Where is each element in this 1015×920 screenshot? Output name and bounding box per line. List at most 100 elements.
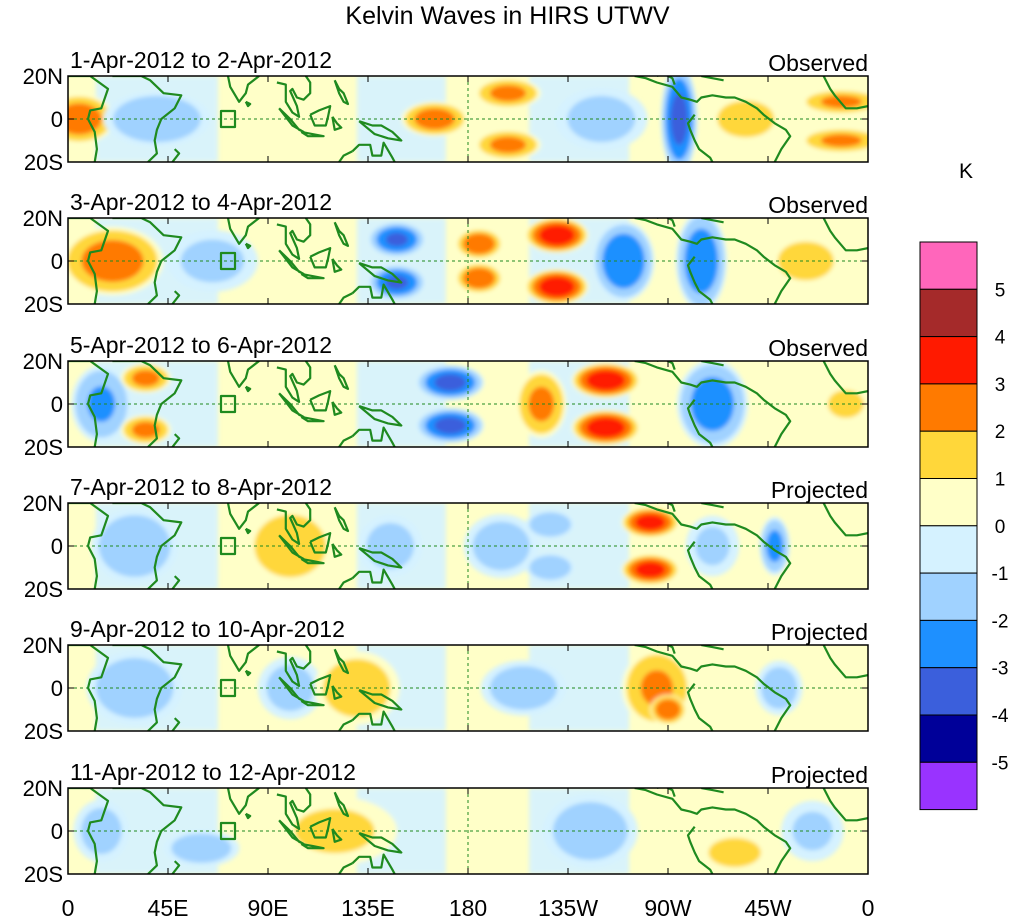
- coastline: [333, 648, 350, 675]
- contour-blob: [131, 370, 160, 387]
- coastline: [276, 645, 312, 687]
- coastline: [68, 76, 110, 162]
- x-tick-label: 45E: [148, 895, 189, 920]
- coastline: [656, 645, 676, 654]
- contour-blob: [655, 699, 681, 720]
- anomaly-field: [68, 218, 840, 304]
- coastline: [309, 390, 332, 412]
- coastline: [244, 385, 252, 393]
- coastline: [300, 130, 325, 138]
- panel-date-range: 3-Apr-2012 to 4-Apr-2012: [70, 189, 332, 215]
- coastline: [333, 79, 350, 106]
- contour-blob: [528, 386, 555, 422]
- coastline: [338, 719, 353, 731]
- x-tick-label: 0: [862, 895, 875, 920]
- colorbar: K 5 4 3 2 1 0 -1 -2 -3 -4 -5: [919, 160, 1009, 811]
- coastline: [309, 105, 332, 127]
- panel-status: Observed: [768, 50, 868, 76]
- panel-status: Projected: [771, 619, 868, 645]
- contour-blob: [567, 96, 636, 142]
- coastlines: [68, 361, 868, 447]
- panel-date-range: 11-Apr-2012 to 12-Apr-2012: [70, 759, 356, 785]
- coastline: [331, 116, 343, 131]
- coastline: [276, 503, 312, 545]
- contour-blob: [490, 85, 526, 102]
- colorbar-label: -3: [992, 659, 1009, 680]
- coastlines: [68, 76, 868, 162]
- coastline: [822, 218, 868, 252]
- coastline: [351, 426, 396, 447]
- coastline: [171, 290, 181, 304]
- coastline: [338, 577, 353, 589]
- anomaly-field: [73, 788, 844, 874]
- x-tick-label: 0: [62, 895, 75, 920]
- colorbar-swatch: [919, 383, 978, 432]
- panel-status: Projected: [771, 477, 868, 503]
- coastline: [686, 683, 714, 731]
- contour-blob: [131, 421, 160, 438]
- coastline: [358, 120, 403, 142]
- coastline: [226, 76, 260, 103]
- coastline: [226, 645, 260, 672]
- coastline: [226, 788, 260, 815]
- colorbar-label: -1: [992, 564, 1009, 585]
- coastline: [686, 399, 714, 447]
- coastline: [112, 218, 183, 304]
- chart-title: Kelvin Waves in HIRS UTWV: [345, 2, 670, 30]
- coastline: [276, 76, 312, 118]
- coastline: [278, 107, 305, 133]
- contour-blob: [539, 225, 575, 246]
- coastline: [634, 361, 792, 447]
- y-tick-label: 20S: [24, 862, 63, 887]
- contour-blob: [586, 370, 626, 391]
- contour-blob: [366, 523, 414, 569]
- coastline: [278, 392, 305, 418]
- colorbar-swatch: [919, 241, 978, 290]
- coastline: [112, 361, 183, 447]
- coastline: [331, 401, 343, 416]
- y-tick-label: 20N: [23, 349, 63, 374]
- panel-2: 20N 0 20S 3-Apr-2012 to 4-Apr-2012 Observed: [23, 189, 869, 317]
- colorbar-swatch: [919, 714, 978, 763]
- coastline: [244, 812, 252, 820]
- colorbar-swatch: [919, 572, 978, 621]
- colorbar-swatch: [919, 761, 978, 811]
- contour-blob: [113, 95, 201, 143]
- coastline: [331, 543, 343, 558]
- y-tick-label: 0: [51, 107, 63, 132]
- coastline: [351, 283, 396, 304]
- coastline: [276, 218, 312, 260]
- colorbar-swatch: [919, 478, 978, 527]
- anomaly-field: [71, 361, 868, 447]
- coastline: [276, 788, 312, 830]
- contour-blob: [635, 561, 666, 578]
- x-tick-label: 135E: [341, 895, 395, 920]
- panel-6: 20N 0 20S 11-Apr-2012 to 12-Apr-2012 Project…: [23, 759, 869, 887]
- coastline: [822, 645, 868, 679]
- x-tick-label: 135W: [538, 895, 598, 920]
- x-tick-label: 90E: [248, 895, 289, 920]
- y-tick-label: 20S: [24, 150, 63, 175]
- panel-date-range: 7-Apr-2012 to 8-Apr-2012: [70, 474, 332, 500]
- coastline: [68, 503, 110, 589]
- coastline: [300, 415, 325, 423]
- contour-blob: [463, 267, 496, 289]
- panel-date-range: 1-Apr-2012 to 2-Apr-2012: [70, 47, 332, 73]
- panel-5: 20N 0 20S 9-Apr-2012 to 10-Apr-2012 Projecte…: [23, 616, 869, 744]
- coastline: [300, 842, 325, 850]
- y-tick-label: 0: [51, 249, 63, 274]
- coastline: [226, 218, 260, 245]
- coastline: [244, 669, 252, 677]
- coastline: [358, 262, 403, 284]
- colorbar-label: 0: [995, 517, 1006, 538]
- coastline: [244, 100, 252, 108]
- x-tick-label: 45W: [744, 895, 792, 920]
- coastline: [634, 645, 792, 731]
- contour-blob: [489, 666, 558, 710]
- coastline: [686, 114, 714, 162]
- contour-blob: [777, 241, 834, 281]
- contour-blob: [827, 390, 864, 418]
- coastline: [68, 645, 110, 731]
- coastline: [171, 433, 181, 447]
